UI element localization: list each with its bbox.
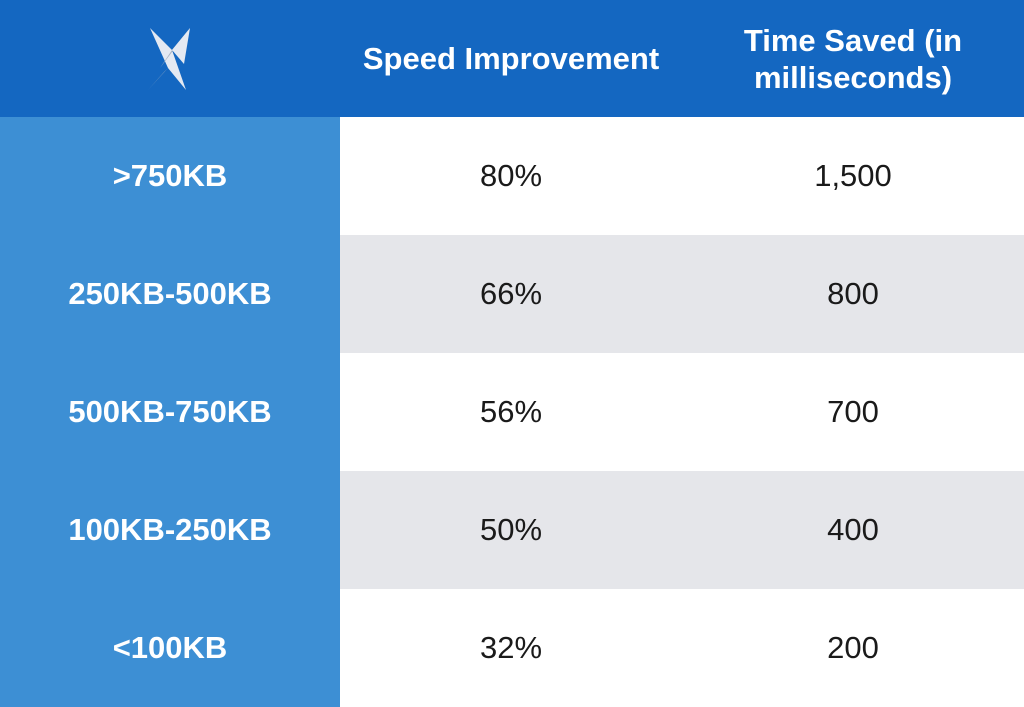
speed-improvement-value: 56% xyxy=(340,353,682,471)
column-header-time-line-2: milliseconds) xyxy=(753,59,953,95)
time-saved-value: 800 xyxy=(682,235,1024,353)
speed-improvement-value: 66% xyxy=(340,235,682,353)
brand-logo-icon xyxy=(148,27,190,90)
table-row: 500KB-750KB 56% 700 xyxy=(0,353,1024,471)
row-label: >750KB xyxy=(0,117,340,235)
time-saved-value: 700 xyxy=(682,353,1024,471)
time-saved-value: 1,500 xyxy=(682,117,1024,235)
speed-improvement-value: 32% xyxy=(340,589,682,707)
logo-cell xyxy=(0,0,340,117)
row-label: 250KB-500KB xyxy=(0,235,340,353)
table-row: 100KB-250KB 50% 400 xyxy=(0,471,1024,589)
row-label: <100KB xyxy=(0,589,340,707)
table-header: Speed Improvement Time Saved (in millise… xyxy=(0,0,1024,117)
row-label: 100KB-250KB xyxy=(0,471,340,589)
column-header-time-saved: Time Saved (in milliseconds) xyxy=(682,0,1024,117)
column-header-speed-line-1: Speed Improvement xyxy=(362,41,660,76)
table-row: >750KB 80% 1,500 xyxy=(0,117,1024,235)
speed-improvement-value: 50% xyxy=(340,471,682,589)
time-saved-value: 400 xyxy=(682,471,1024,589)
table-row: <100KB 32% 200 xyxy=(0,589,1024,707)
speed-improvement-value: 80% xyxy=(340,117,682,235)
column-header-speed-improvement: Speed Improvement xyxy=(340,0,682,117)
time-saved-value: 200 xyxy=(682,589,1024,707)
row-label: 500KB-750KB xyxy=(0,353,340,471)
column-header-time-line-1: Time Saved (in xyxy=(743,22,963,58)
table-row: 250KB-500KB 66% 800 xyxy=(0,235,1024,353)
